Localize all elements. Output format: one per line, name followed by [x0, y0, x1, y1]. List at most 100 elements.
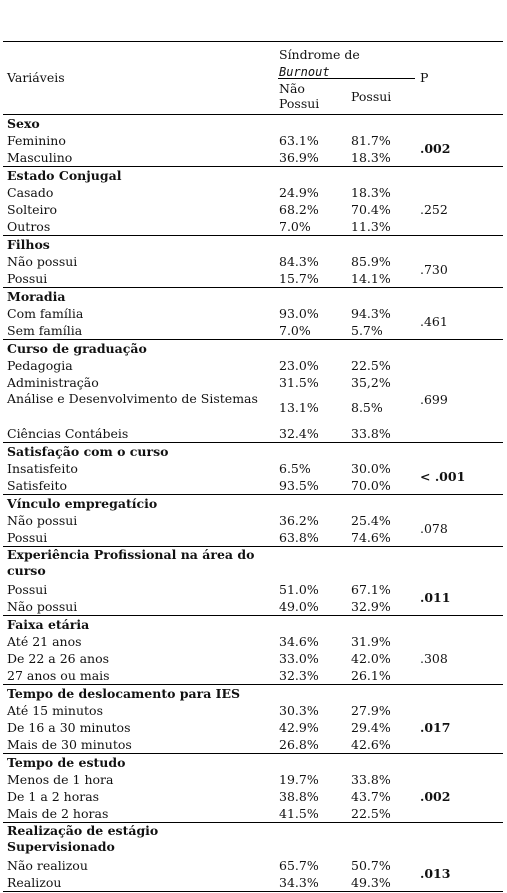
nao-possui-value: 19.7%	[279, 772, 319, 787]
p-value: .011	[420, 590, 451, 605]
group-title: Experiência Profissional na área do curs…	[7, 547, 255, 578]
possui-value: 35,2%	[351, 375, 391, 390]
variables-header: Variáveis	[7, 70, 65, 85]
variable-group: Faixa etária Até 21 anos 34.6% 31.9% De 22 a…	[3, 616, 503, 685]
nao-possui-value: 33.0%	[279, 651, 319, 666]
variable-group: Moradia Com família 93.0% 94.3% Sem família 7…	[3, 288, 503, 340]
possui-value: 43.7%	[351, 789, 391, 804]
row-label: De 16 a 30 minutos	[7, 720, 131, 735]
nao-possui-value: 63.8%	[279, 530, 319, 545]
group-title: Sexo	[7, 116, 40, 131]
possui-value: 30.0%	[351, 461, 391, 476]
row-label: De 1 a 2 horas	[7, 789, 100, 804]
nao-possui-value: 84.3%	[279, 254, 319, 269]
nao-possui-value: 93.0%	[279, 306, 319, 321]
nao-possui-header-line1: Não	[279, 81, 305, 96]
nao-possui-value: 51.0%	[279, 582, 319, 597]
p-value: .002	[420, 141, 451, 156]
row-label: Administração	[7, 375, 99, 390]
group-title-row: Vínculo empregatício	[3, 495, 503, 512]
nao-possui-value: 36.2%	[279, 513, 319, 528]
table-row: De 16 a 30 minutos 42.9% 29.4%	[3, 719, 503, 736]
table-row: Não possui 49.0% 32.9%	[3, 598, 503, 615]
nao-possui-value: 38.8%	[279, 789, 319, 804]
possui-value: 85.9%	[351, 254, 391, 269]
possui-value: 32.9%	[351, 599, 391, 614]
row-label: Possui	[7, 271, 48, 286]
table-row: Insatisfeito 6.5% 30.0%	[3, 460, 503, 477]
nao-possui-value: 31.5%	[279, 375, 319, 390]
possui-value: 50.7%	[351, 858, 391, 873]
row-label: Até 15 minutos	[7, 703, 103, 718]
row-label: Solteiro	[7, 202, 58, 217]
row-label: Pedagogia	[7, 358, 73, 373]
table-row: Não possui 36.2% 25.4%	[3, 512, 503, 529]
table-row: Análise e Desenvolvimento de Sistemas 13.…	[3, 391, 503, 425]
possui-value: 31.9%	[351, 634, 391, 649]
row-label: Não possui	[7, 254, 78, 269]
nao-possui-value: 30.3%	[279, 703, 319, 718]
possui-value: 94.3%	[351, 306, 391, 321]
table-row: Sem família 7.0% 5.7%	[3, 322, 503, 339]
variable-group: Tempo de estudo Menos de 1 hora 19.7% 33.8%…	[3, 754, 503, 823]
nao-possui-value: 41.5%	[279, 806, 319, 821]
group-title-row: Curso de graduação	[3, 340, 503, 357]
nao-possui-value: 7.0%	[279, 219, 311, 234]
row-label: Com família	[7, 306, 84, 321]
table-header: Variáveis Síndrome de Burnout P Não Poss…	[3, 41, 503, 115]
possui-value: 22.5%	[351, 806, 391, 821]
table-row: Com família 93.0% 94.3%	[3, 305, 503, 322]
table-row: Outros 7.0% 11.3%	[3, 218, 503, 235]
table-row: Até 15 minutos 30.3% 27.9%	[3, 702, 503, 719]
variable-group: Satisfação com o curso Insatisfeito 6.5% 30…	[3, 443, 503, 495]
table-row: Pedagogia 23.0% 22.5%	[3, 357, 503, 374]
p-value: .730	[420, 262, 448, 277]
row-label: Satisfeito	[7, 478, 68, 493]
nao-possui-value: 65.7%	[279, 858, 319, 873]
group-title-row: Sexo	[3, 115, 503, 132]
possui-value: 33.8%	[351, 426, 391, 441]
nao-possui-value: 7.0%	[279, 323, 311, 338]
row-label: Não possui	[7, 599, 78, 614]
nao-possui-value: 68.2%	[279, 202, 319, 217]
variable-group: Filhos Não possui 84.3% 85.9% Possui 15.7% 14.…	[3, 236, 503, 288]
nao-possui-value: 6.5%	[279, 461, 311, 476]
possui-value: 49.3%	[351, 875, 391, 890]
syndrome-header-rule	[278, 78, 415, 79]
table-row: Possui 63.8% 74.6%	[3, 529, 503, 546]
table-row: Mais de 30 minutos 26.8% 42.6%	[3, 736, 503, 753]
table-row: De 1 a 2 horas 38.8% 43.7%	[3, 788, 503, 805]
variable-group: Experiência Profissional na área do curs…	[3, 547, 503, 616]
group-title-row: Tempo de deslocamento para IES	[3, 685, 503, 702]
row-label: Possui	[7, 530, 48, 545]
nao-possui-value: 15.7%	[279, 271, 319, 286]
group-title: Faixa etária	[7, 617, 90, 632]
p-value: .078	[420, 521, 448, 536]
p-header: P	[420, 70, 429, 85]
nao-possui-value: 24.9%	[279, 185, 319, 200]
row-label: Insatisfeito	[7, 461, 78, 476]
p-value: .017	[420, 720, 451, 735]
table-row: Não possui 84.3% 85.9%	[3, 253, 503, 270]
possui-value: 18.3%	[351, 185, 391, 200]
nao-possui-value: 23.0%	[279, 358, 319, 373]
group-title: Moradia	[7, 289, 66, 304]
possui-value: 42.6%	[351, 737, 391, 752]
nao-possui-value: 42.9%	[279, 720, 319, 735]
table-row: Até 21 anos 34.6% 31.9%	[3, 633, 503, 650]
group-title: Tempo de deslocamento para IES	[7, 686, 241, 701]
group-title: Curso de graduação	[7, 341, 147, 356]
nao-possui-value: 26.8%	[279, 737, 319, 752]
nao-possui-value: 63.1%	[279, 133, 319, 148]
p-value: .308	[420, 651, 448, 666]
group-title-row: Tempo de estudo	[3, 754, 503, 771]
row-label: Análise e Desenvolvimento de Sistemas	[7, 391, 258, 406]
table-body: Sexo Feminino 63.1% 81.7% Masculino 36.9% 18.3…	[3, 115, 503, 892]
possui-value: 70.4%	[351, 202, 391, 217]
table-row: Mais de 2 horas 41.5% 22.5%	[3, 805, 503, 822]
variable-group: Tempo de deslocamento para IES Até 15 min…	[3, 685, 503, 754]
row-label: Menos de 1 hora	[7, 772, 114, 787]
table-row: Feminino 63.1% 81.7%	[3, 132, 503, 149]
possui-value: 42.0%	[351, 651, 391, 666]
row-label: De 22 a 26 anos	[7, 651, 110, 666]
